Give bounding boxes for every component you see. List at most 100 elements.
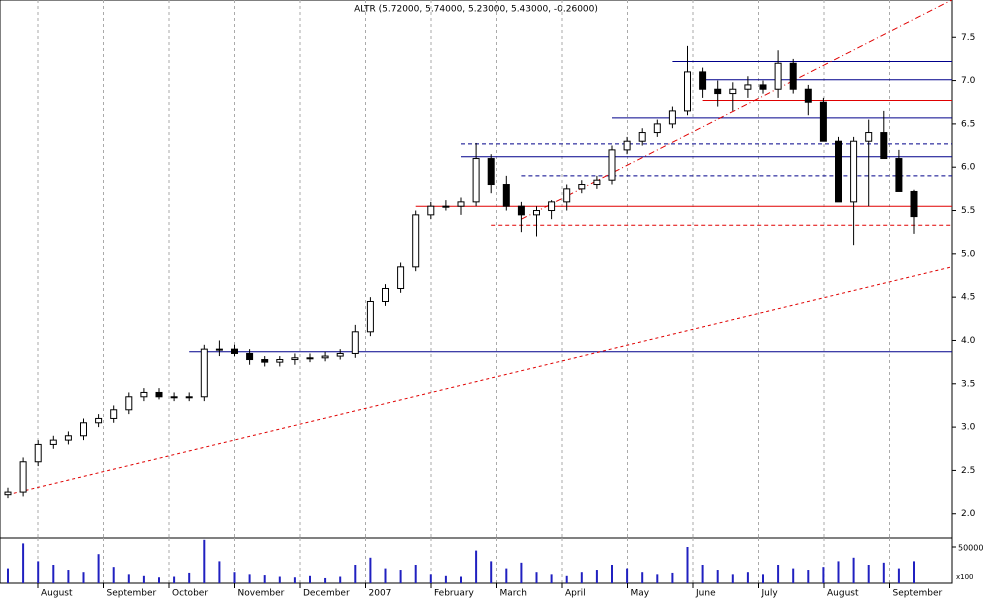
volume-bar xyxy=(505,568,508,583)
volume-bar xyxy=(339,576,342,583)
volume-bar xyxy=(37,561,40,583)
volume-bar xyxy=(731,574,734,583)
volume-bar xyxy=(475,550,478,583)
volume-bar xyxy=(414,565,417,583)
volume-bar xyxy=(369,557,372,583)
candle-body xyxy=(880,132,888,160)
volume-bar xyxy=(429,574,432,583)
x-tick-label: November xyxy=(238,589,285,599)
candle-body xyxy=(125,396,133,411)
chart-title: ALTR (5.72000, 5.74000, 5.23000, 5.43000… xyxy=(354,5,598,15)
volume-bar xyxy=(142,575,145,583)
volume-bar xyxy=(867,565,870,583)
candle-body xyxy=(291,357,299,361)
candle-body xyxy=(638,132,646,142)
volume-bar xyxy=(565,575,568,583)
candle-body xyxy=(95,417,103,424)
volume-bar xyxy=(626,568,629,583)
x-tick-label: April xyxy=(565,589,586,599)
candle-body xyxy=(336,352,344,357)
y-tick-label: 6.0 xyxy=(961,163,976,173)
candle-body xyxy=(623,140,631,151)
volume-bar xyxy=(52,565,55,583)
volume-bar xyxy=(127,574,130,583)
volume-bar xyxy=(158,577,160,583)
y-tick-label: 4.0 xyxy=(961,336,976,346)
x-tick-label: September xyxy=(893,589,943,599)
x-tick-label: August xyxy=(827,589,859,599)
candle-body xyxy=(110,409,118,419)
volume-bar xyxy=(67,570,70,583)
candle-body xyxy=(64,435,72,441)
x-tick-label: February xyxy=(434,589,475,599)
candle-body xyxy=(759,84,767,90)
y-tick-label: 3.5 xyxy=(961,379,975,389)
candle-body xyxy=(261,359,269,363)
volume-bar xyxy=(112,567,115,583)
candle-body xyxy=(850,140,858,203)
candle-body xyxy=(321,355,329,359)
candle-body xyxy=(804,88,812,103)
volume-bar xyxy=(354,565,357,583)
x-tick-label: August xyxy=(41,589,73,599)
candle-body xyxy=(4,491,12,496)
candle-body xyxy=(412,214,420,268)
candle-body xyxy=(215,348,223,351)
candle-body xyxy=(397,266,405,289)
x-tick-label: September xyxy=(107,589,157,599)
volume-bar xyxy=(173,576,176,583)
candle-body xyxy=(895,158,903,192)
volume-bar xyxy=(913,561,915,583)
candle-body xyxy=(548,201,556,212)
volume-bar xyxy=(777,565,780,583)
candle-body xyxy=(246,352,254,361)
volume-bar xyxy=(248,574,251,583)
volume-bar xyxy=(22,543,25,583)
candle-body xyxy=(774,62,782,90)
candle-body xyxy=(472,158,480,203)
volume-bar xyxy=(580,572,583,583)
candle-body xyxy=(533,210,540,216)
volume-bar xyxy=(263,575,266,583)
candle-body xyxy=(19,461,27,493)
volume-bar xyxy=(792,568,795,583)
candle-body xyxy=(910,190,918,218)
candle-body xyxy=(140,391,148,398)
y-tick-label: 4.5 xyxy=(961,293,975,303)
x-tick-label: 2007 xyxy=(369,589,392,599)
y-tick-label: 2.0 xyxy=(961,509,976,519)
candle-body xyxy=(457,201,465,207)
candle-body xyxy=(563,188,571,203)
candle-body xyxy=(668,110,676,125)
candle-body xyxy=(276,359,284,363)
volume-bar xyxy=(897,568,900,583)
volume-bar xyxy=(233,572,236,583)
candle-body xyxy=(382,287,389,302)
volume-bar xyxy=(550,574,553,583)
volume-bar xyxy=(444,575,447,583)
y-tick-label: 3.0 xyxy=(961,423,976,433)
candle-body xyxy=(231,348,238,354)
volume-bar xyxy=(837,561,840,583)
candle-body xyxy=(835,140,842,203)
volume-bar xyxy=(746,572,749,583)
candle-body xyxy=(502,184,510,207)
candle-body xyxy=(200,348,208,398)
trend-line xyxy=(521,0,952,220)
volume-bar xyxy=(520,562,523,583)
x-tick-label: June xyxy=(695,589,716,599)
candle-body xyxy=(155,391,163,398)
candle-body xyxy=(34,443,42,463)
candle-body xyxy=(80,422,87,437)
candle-body xyxy=(351,331,359,354)
candle-body xyxy=(819,101,827,142)
volume-bar xyxy=(188,572,191,583)
volume-bar xyxy=(762,574,764,583)
volume-bar xyxy=(324,577,327,583)
candle-body xyxy=(49,439,57,445)
volume-bar xyxy=(641,572,644,583)
volume-bar xyxy=(822,567,825,583)
volume-bar xyxy=(278,576,281,583)
candle-body xyxy=(185,396,193,399)
volume-bar xyxy=(535,572,538,583)
